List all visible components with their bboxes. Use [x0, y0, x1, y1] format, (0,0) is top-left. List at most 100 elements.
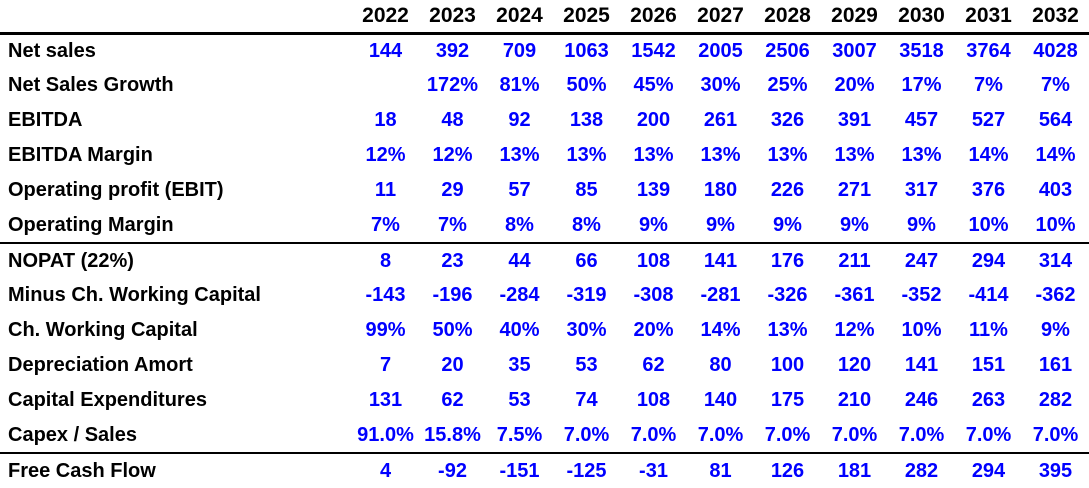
row-label: Free Cash Flow	[8, 459, 156, 482]
cell-value: 141	[904, 354, 939, 376]
cell-value: 120	[837, 354, 872, 376]
cell-value: 80	[709, 354, 732, 376]
cell-value: 13%	[499, 144, 540, 166]
cell-value: 709	[502, 39, 537, 62]
cell-value: 294	[971, 249, 1006, 272]
cell-value: 9%	[907, 213, 936, 236]
row-label: Operating profit (EBIT)	[8, 179, 224, 201]
cell-value: 14%	[1035, 144, 1076, 166]
cell-value: 81	[709, 459, 732, 482]
table-row: NOPAT (22%) 8 23 44 66 108 141 176 211 247 294 314	[0, 243, 1089, 278]
cell-value: 18	[374, 109, 397, 131]
cell-value: 74	[575, 389, 598, 411]
cell-value: 151	[971, 354, 1006, 376]
cell-value: -352	[901, 284, 942, 306]
table-row: Ch. Working Capital 99% 50% 40% 30% 20% 14% 13%…	[0, 313, 1089, 348]
cell-value: 271	[837, 179, 872, 201]
cell-value: 376	[971, 179, 1006, 201]
cell-value	[352, 68, 419, 103]
cell-value: 7.0%	[630, 423, 677, 446]
table-row: Free Cash Flow 4 -92 -151 -125 -31 81 126 181 282…	[0, 453, 1089, 488]
cell-value: 108	[636, 249, 671, 272]
cell-value: 181	[837, 459, 872, 482]
table-row: EBITDA 18 48 92 138 200 261 326 391 457 527 564	[0, 103, 1089, 138]
corner-cell	[0, 0, 352, 33]
cell-value: 126	[770, 459, 805, 482]
cell-value: 7%	[974, 74, 1003, 96]
year-header-2030: 2030	[898, 3, 945, 27]
cell-value: 9%	[639, 213, 668, 236]
cell-value: -308	[633, 284, 674, 306]
cell-value: 62	[642, 354, 665, 376]
cell-value: 53	[508, 389, 531, 411]
cell-value: 9%	[840, 213, 869, 236]
cell-value: -284	[499, 284, 540, 306]
cell-value: 9%	[706, 213, 735, 236]
cell-value: 81%	[499, 74, 540, 96]
cell-value: 2005	[698, 39, 743, 62]
cell-value: 2506	[765, 39, 810, 62]
cell-value: 282	[904, 459, 939, 482]
table-body: Net sales 144 392 709 1063 1542 2005 2506 3007 35…	[0, 33, 1089, 488]
cell-value: 17%	[901, 74, 942, 96]
table-row: Minus Ch. Working Capital -143 -196 -284 -31…	[0, 278, 1089, 313]
cell-value: 13%	[834, 144, 875, 166]
year-header-2028: 2028	[764, 3, 811, 27]
cell-value: 11	[374, 179, 397, 201]
cell-value: 4	[379, 459, 392, 482]
cell-value: 317	[904, 179, 939, 201]
cell-value: 7	[379, 354, 392, 376]
row-label: Ch. Working Capital	[8, 319, 198, 341]
cell-value: 161	[1038, 354, 1073, 376]
row-label: Depreciation Amort	[8, 354, 193, 376]
cell-value: -92	[438, 459, 467, 482]
cell-value: 226	[770, 179, 805, 201]
cell-value: 8%	[572, 213, 601, 236]
cell-value: 294	[971, 459, 1006, 482]
cell-value: 40%	[499, 319, 540, 341]
cell-value: 139	[636, 179, 671, 201]
cell-value: -151	[499, 459, 540, 482]
row-label: Capex / Sales	[8, 423, 137, 446]
year-header-2025: 2025	[563, 3, 610, 27]
cell-value: 11%	[969, 319, 1008, 341]
cell-value: 131	[368, 389, 403, 411]
cell-value: 7%	[438, 213, 467, 236]
cell-value: 12%	[365, 144, 406, 166]
cell-value: 9%	[773, 213, 802, 236]
cell-value: 29	[441, 179, 464, 201]
year-header-2023: 2023	[429, 3, 476, 27]
cell-value: 12%	[432, 144, 473, 166]
cell-value: 1542	[631, 39, 676, 62]
cell-value: 62	[441, 389, 464, 411]
cell-value: 210	[837, 389, 872, 411]
cell-value: -281	[700, 284, 741, 306]
cell-value: 282	[1038, 389, 1073, 411]
table-row: Net sales 144 392 709 1063 1542 2005 2506 3007 35…	[0, 33, 1089, 68]
cell-value: 66	[575, 249, 598, 272]
cell-value: 15.8%	[424, 423, 481, 446]
cell-value: 7.0%	[697, 423, 744, 446]
table-row: Capex / Sales 91.0% 15.8% 7.5% 7.0% 7.0% 7.0% 7…	[0, 418, 1089, 453]
cell-value: 8%	[505, 213, 534, 236]
cell-value: -196	[432, 284, 473, 306]
cell-value: 7.0%	[898, 423, 945, 446]
cell-value: 14%	[700, 319, 741, 341]
cell-value: -414	[968, 284, 1009, 306]
cell-value: 45%	[633, 74, 674, 96]
table-row: Operating Margin 7% 7% 8% 8% 9% 9% 9% 9% 9% 10% 10%	[0, 208, 1089, 243]
year-header-2031: 2031	[965, 3, 1012, 27]
cell-value: 13%	[767, 144, 808, 166]
cell-value: 20%	[633, 319, 674, 341]
cell-value: 13%	[633, 144, 674, 166]
cell-value: 13%	[767, 319, 808, 341]
cell-value: 3764	[966, 39, 1011, 62]
table-row: Depreciation Amort 7 20 35 53 62 80 100 120 141 15…	[0, 348, 1089, 383]
cell-value: 392	[435, 39, 470, 62]
cell-value: 314	[1038, 249, 1073, 272]
cell-value: 20	[441, 354, 464, 376]
table-row: Operating profit (EBIT) 11 29 57 85 139 180 226…	[0, 173, 1089, 208]
year-header-2024: 2024	[496, 3, 543, 27]
cell-value: 30%	[566, 319, 607, 341]
cell-value: 44	[508, 249, 531, 272]
